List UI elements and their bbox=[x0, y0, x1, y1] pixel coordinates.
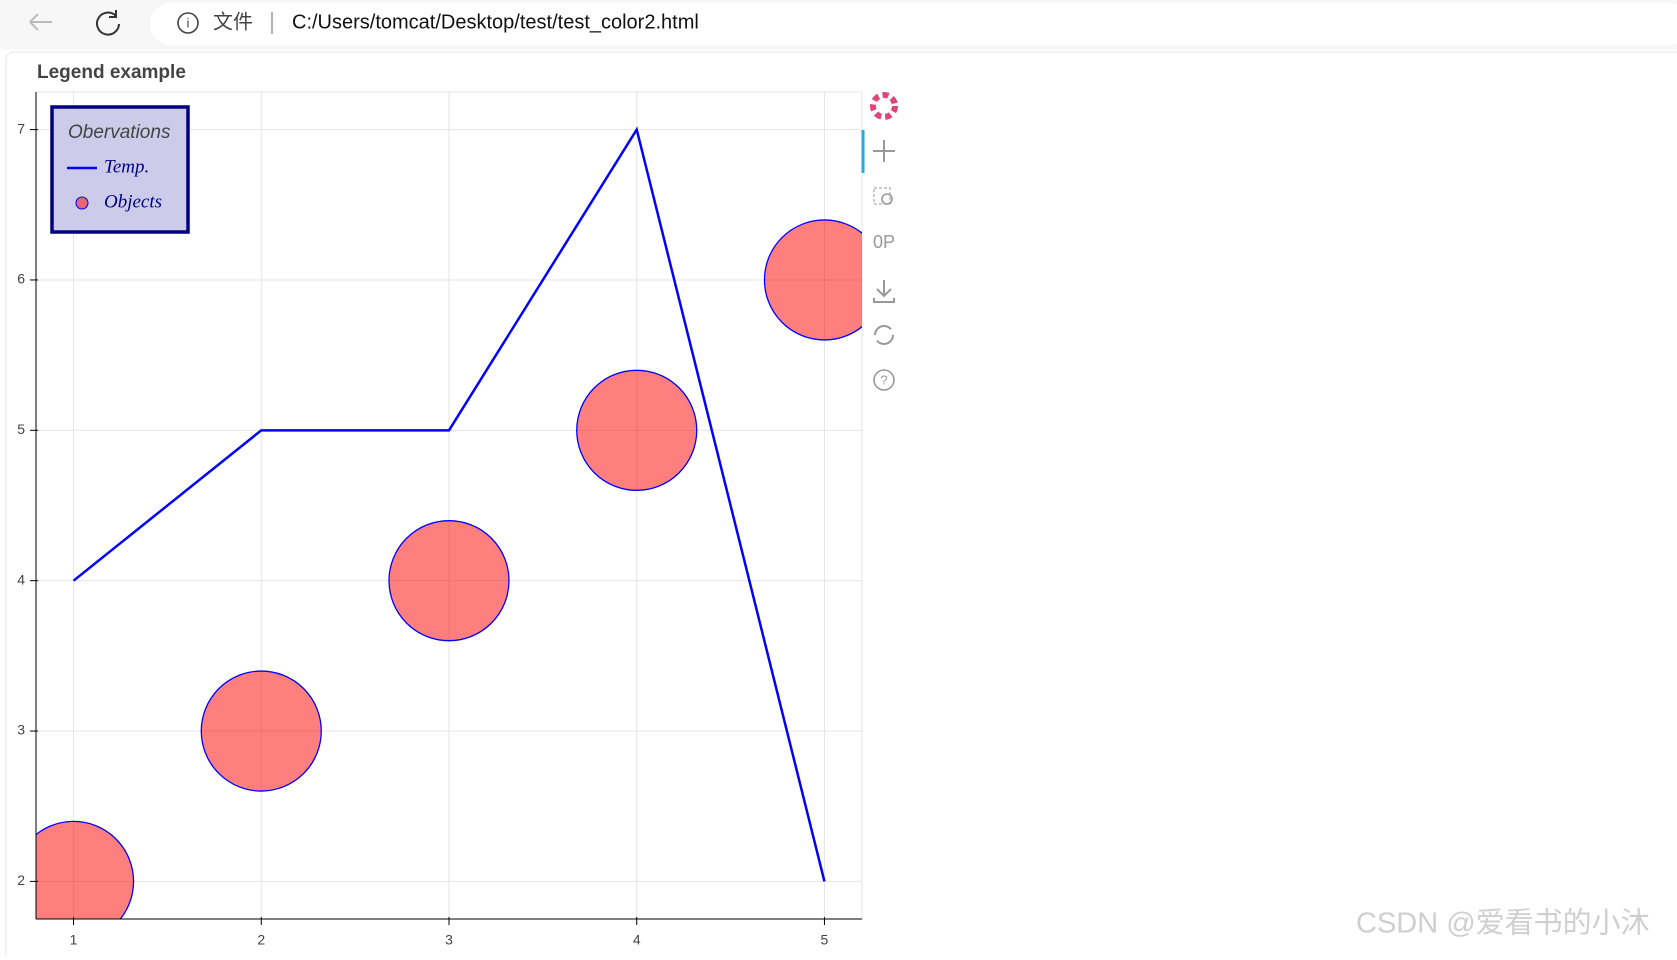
point bbox=[36, 820, 135, 919]
box-zoom-tool[interactable] bbox=[873, 187, 891, 205]
legend-label: Objects bbox=[104, 191, 162, 212]
y-tick-label: 7 bbox=[17, 120, 25, 136]
page-card bbox=[5, 51, 1677, 960]
url: C:/Users/tomcat/Desktop/test/test_color2… bbox=[292, 11, 699, 33]
y-tick-label: 6 bbox=[17, 271, 25, 287]
reset-tool[interactable] bbox=[874, 325, 894, 345]
point bbox=[576, 369, 698, 491]
info-i: i bbox=[187, 15, 190, 30]
x-tick-label: 1 bbox=[70, 932, 78, 948]
legend-label: Temp. bbox=[104, 156, 149, 177]
address-bar[interactable] bbox=[150, 3, 1677, 45]
watermark: CSDN @爱看书的小沐 bbox=[1356, 907, 1650, 940]
plot-area bbox=[36, 126, 862, 919]
line bbox=[72, 126, 826, 882]
chart-title: Legend example bbox=[37, 62, 186, 83]
x-tick-label: 2 bbox=[257, 932, 265, 948]
help-mark: ? bbox=[880, 372, 887, 387]
y-tick-label: 4 bbox=[17, 571, 25, 587]
info-icon[interactable] bbox=[177, 12, 199, 34]
y-tick-label: 2 bbox=[17, 872, 25, 888]
help-tool[interactable] bbox=[873, 369, 895, 391]
wheel-zoom-tool[interactable]: 0P bbox=[873, 232, 895, 252]
point bbox=[763, 219, 862, 341]
y-tick-label: 3 bbox=[17, 722, 25, 738]
save-tool[interactable] bbox=[873, 280, 895, 303]
legend-box bbox=[50, 105, 190, 234]
legend-swatch bbox=[75, 196, 89, 210]
file-label: 文件 bbox=[213, 10, 253, 33]
point bbox=[200, 670, 322, 792]
box-zoom-lens bbox=[881, 193, 893, 205]
x-tick-label: 5 bbox=[821, 932, 829, 948]
pan-tool[interactable] bbox=[873, 140, 895, 162]
reload-button[interactable] bbox=[96, 10, 120, 36]
back-button[interactable] bbox=[29, 13, 52, 31]
x-tick-label: 4 bbox=[633, 932, 641, 948]
toolbar: 0P ? bbox=[861, 92, 898, 391]
point bbox=[388, 520, 510, 642]
axes: 1 2 3 4 5 2 3 4 5 6 7 bbox=[17, 92, 862, 948]
y-tick-label: 5 bbox=[17, 421, 25, 437]
legend: Obervations Temp. Objects bbox=[50, 105, 190, 234]
bokeh-logo[interactable] bbox=[870, 92, 898, 120]
x-tick-label: 3 bbox=[445, 932, 453, 948]
legend-title: Obervations bbox=[68, 122, 171, 143]
